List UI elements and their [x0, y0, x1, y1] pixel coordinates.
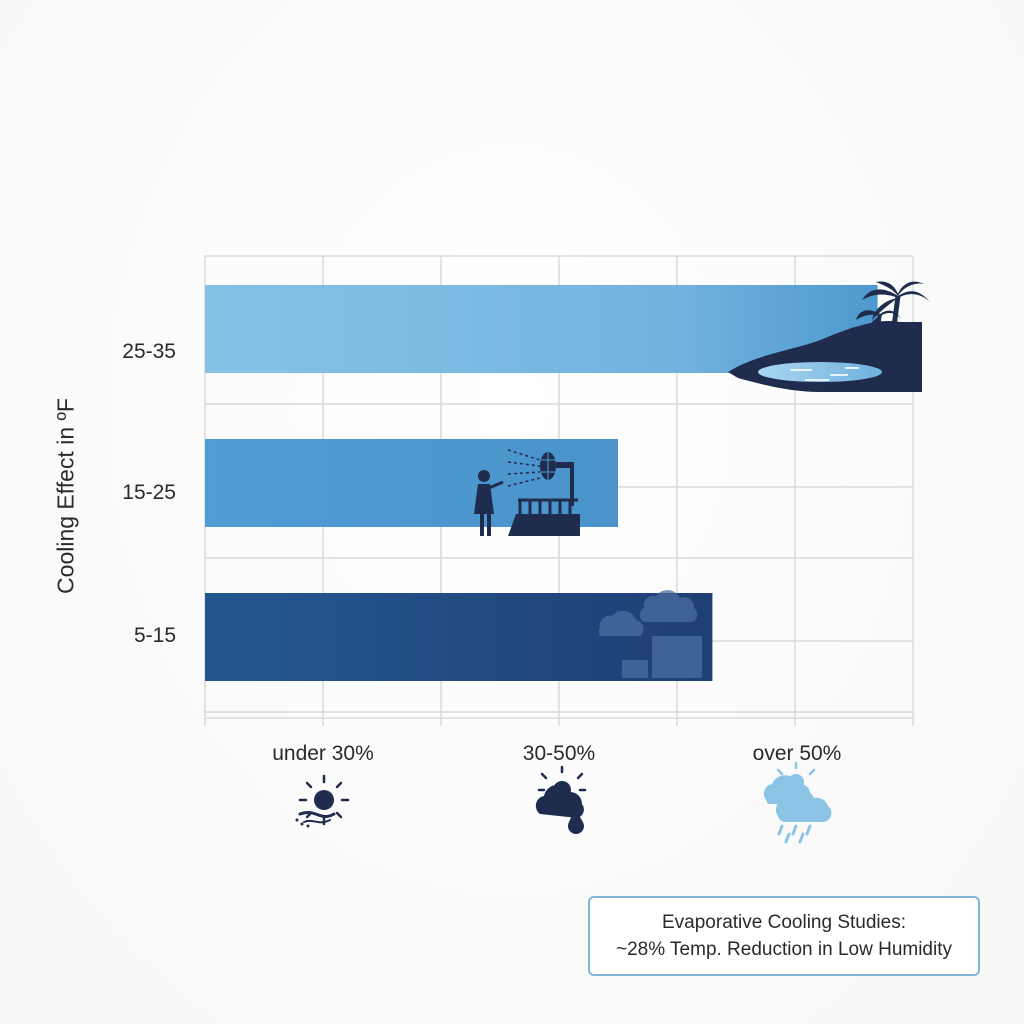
bars: [205, 285, 878, 681]
person-fan-balcony-icon: [474, 449, 580, 536]
cloudy-city-icon: [598, 590, 702, 678]
y-axis-title: Cooling Effect in ºF: [52, 398, 79, 594]
annotation-box: Evaporative Cooling Studies: ~28% Temp. …: [588, 896, 980, 976]
bar-15-25: [205, 439, 618, 527]
tropical-island-icon: [728, 281, 930, 392]
y-tick-label: 5-15: [133, 624, 176, 647]
sun-cloud-drop-icon: [535, 765, 587, 834]
x-category-label: under 30%: [272, 742, 374, 765]
y-tick-label: 25-35: [122, 340, 176, 363]
annotation-line-1: Evaporative Cooling Studies:: [662, 912, 906, 933]
bar-illustrations: [474, 281, 930, 678]
x-category-label: over 50%: [752, 742, 842, 765]
sun-cloud-rain-icon: [763, 761, 832, 844]
humidity-icons: [295, 761, 832, 844]
y-tick-label: 15-25: [122, 481, 176, 504]
annotation-line-2: ~28% Temp. Reduction in Low Humidity: [615, 939, 953, 960]
sun-wind-icon: [295, 774, 350, 828]
x-category-label: 30-50%: [522, 742, 596, 765]
